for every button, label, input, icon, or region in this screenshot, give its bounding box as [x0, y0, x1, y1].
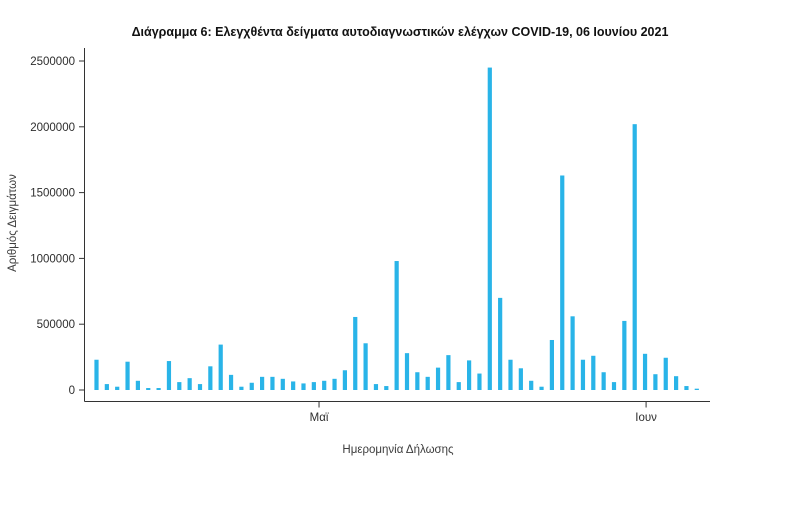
bar	[115, 386, 120, 390]
bar	[301, 383, 306, 390]
bar	[529, 380, 534, 390]
bar	[280, 378, 285, 390]
y-axis-title: Αριθμός Δειγμάτων	[7, 174, 19, 272]
bar	[249, 382, 254, 390]
bar	[291, 381, 296, 390]
bar	[684, 386, 689, 390]
y-tick-label: 2500000	[30, 56, 75, 68]
y-tick-label: 0	[69, 385, 75, 397]
x-tick-label: Μαϊ	[310, 412, 329, 424]
bar	[342, 370, 347, 390]
bar	[498, 297, 503, 390]
y-tick-label: 1500000	[30, 188, 75, 200]
bar	[642, 353, 648, 390]
bar	[663, 357, 668, 390]
bar	[146, 388, 151, 390]
bar	[487, 67, 492, 390]
y-tick-label: 1000000	[30, 253, 75, 265]
y-axis-ticks: 0 500000 1000000 1500000 2000000 2500000	[30, 56, 85, 397]
bar	[435, 367, 441, 390]
bar	[166, 361, 172, 390]
bar	[373, 384, 379, 390]
bar	[239, 386, 244, 390]
bar	[694, 388, 699, 390]
bar	[197, 384, 203, 390]
bar	[177, 382, 182, 390]
bar	[570, 316, 575, 390]
bar	[125, 361, 130, 390]
bar	[228, 374, 234, 390]
bar	[363, 343, 368, 390]
bar	[611, 382, 617, 390]
bar	[332, 378, 337, 390]
bar	[270, 376, 275, 390]
bar	[622, 320, 627, 390]
bar	[384, 386, 389, 390]
bar	[135, 380, 140, 390]
bar	[456, 382, 461, 390]
bar	[187, 378, 192, 390]
bar	[353, 316, 358, 390]
bar	[104, 384, 109, 390]
bar	[322, 380, 327, 390]
bar	[260, 376, 265, 390]
bar	[467, 360, 472, 390]
bar	[415, 372, 420, 390]
chart-title: Διάγραμμα 6: Ελεγχθέντα δείγματα αυτοδια…	[132, 25, 669, 39]
bar	[218, 344, 223, 390]
bar	[508, 359, 513, 390]
x-axis-title: Ημερομηνία Δήλωσης	[342, 444, 454, 456]
bar-series	[94, 67, 699, 390]
bar	[539, 386, 544, 390]
bar	[580, 359, 586, 390]
bar	[94, 359, 99, 390]
bar	[601, 372, 606, 390]
bar	[653, 374, 658, 390]
bar	[311, 382, 316, 390]
bar	[549, 339, 554, 390]
bar	[156, 388, 161, 390]
bar	[591, 355, 596, 390]
y-tick-label: 2000000	[30, 122, 75, 134]
bar	[560, 175, 565, 390]
bar	[446, 355, 451, 390]
bar	[674, 376, 679, 390]
x-tick-label: Ιουν	[635, 412, 657, 424]
bar	[404, 353, 410, 390]
bar	[394, 261, 399, 390]
bar	[477, 373, 482, 390]
bar	[518, 368, 523, 390]
bar	[632, 124, 637, 390]
y-tick-label: 500000	[37, 319, 75, 331]
x-axis-ticks: Μαϊ Ιουν	[310, 401, 657, 424]
bar	[425, 376, 430, 390]
bar	[208, 366, 213, 390]
